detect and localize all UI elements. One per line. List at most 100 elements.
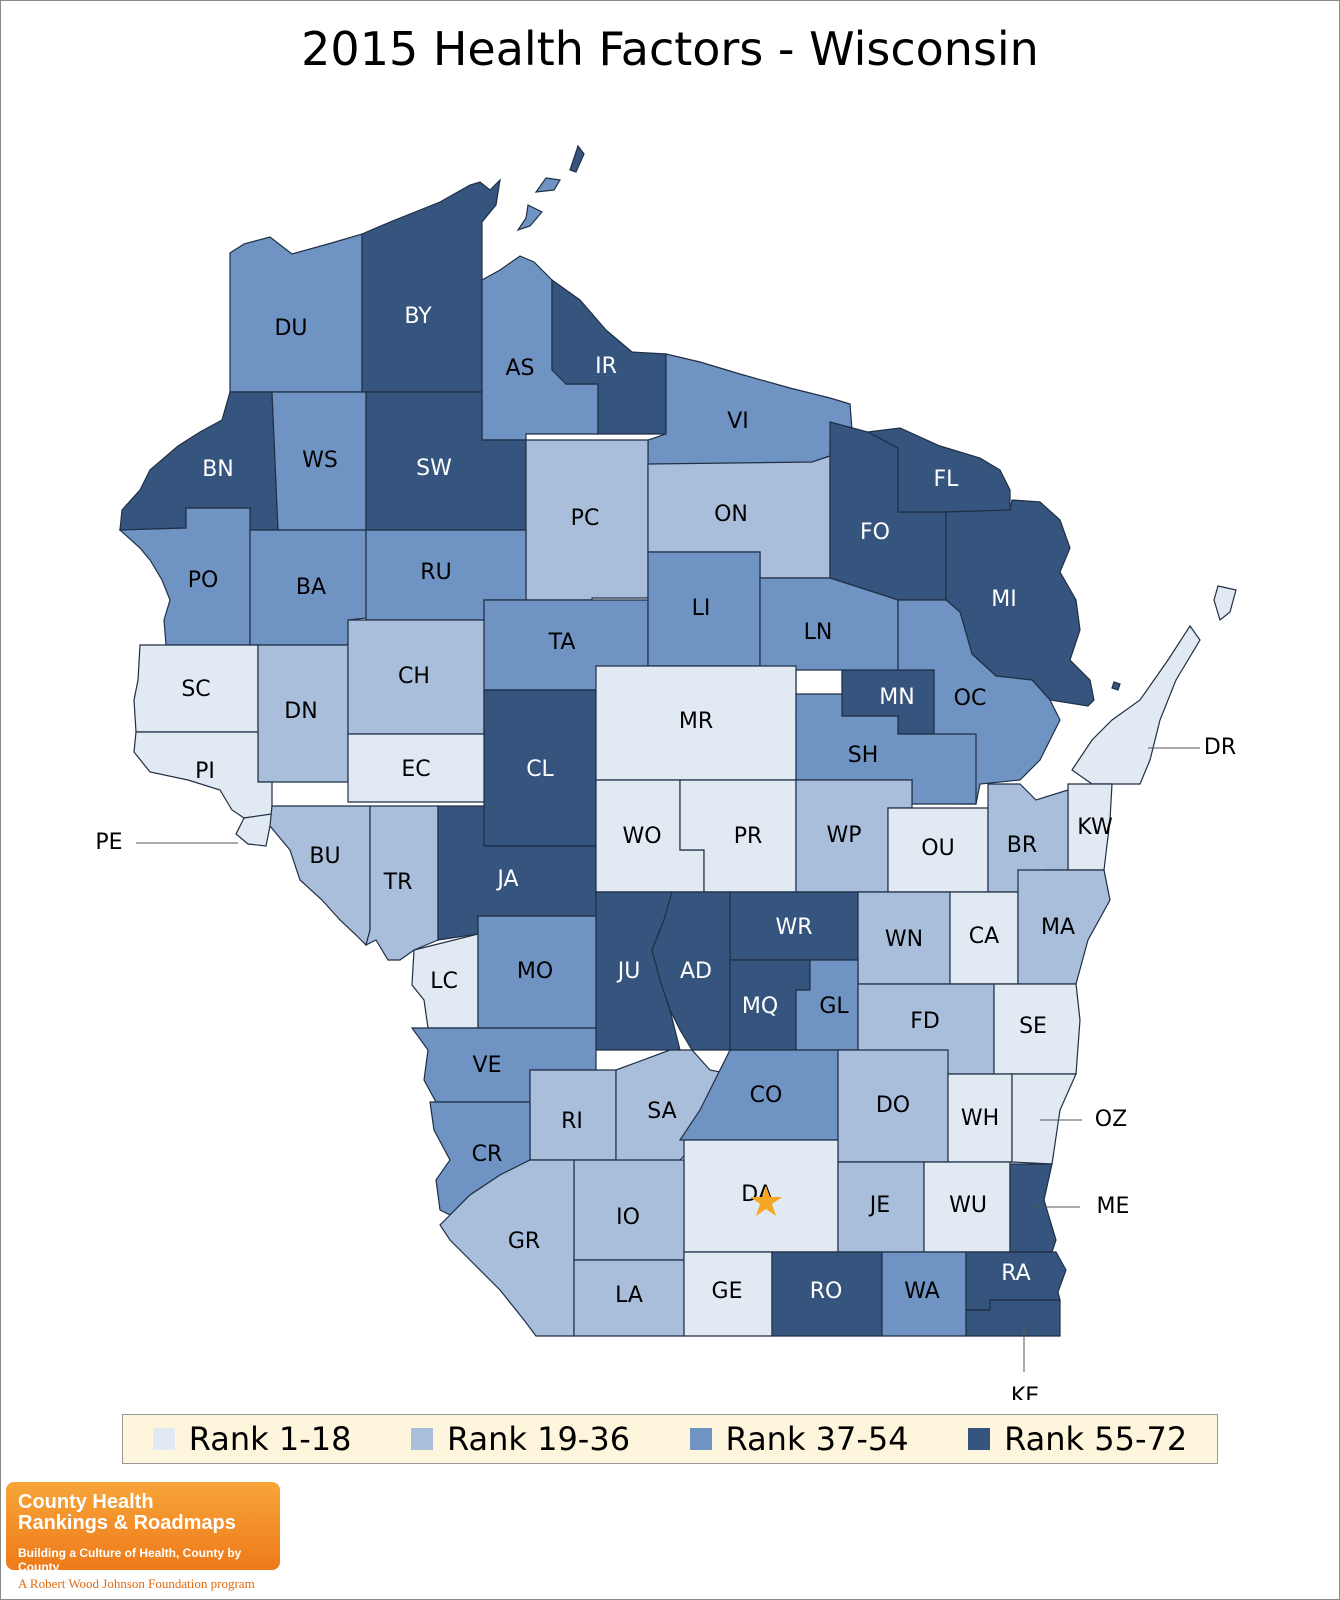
foundation-credit: A Robert Wood Johnson Foundation program — [18, 1576, 255, 1591]
county-label-pr: PR — [734, 824, 763, 849]
county-label-wa: WA — [904, 1279, 940, 1304]
county-label-ge: GE — [712, 1279, 743, 1304]
county-label-fo: FO — [860, 520, 890, 545]
legend-label: Rank 37-54 — [725, 1420, 909, 1458]
county-pi — [133, 731, 273, 819]
island-shape — [569, 144, 585, 173]
island-shape — [534, 177, 561, 193]
legend-swatch — [410, 1428, 433, 1450]
county-label-kw: KW — [1077, 815, 1113, 840]
county-label-ec: EC — [401, 757, 430, 782]
county-label-ju: JU — [616, 959, 641, 984]
county-label-on: ON — [714, 502, 748, 527]
legend-label: Rank 55-72 — [1004, 1420, 1188, 1458]
county-label-se: SE — [1019, 1014, 1047, 1039]
county-label-ra: RA — [1001, 1261, 1030, 1286]
county-label-do: DO — [876, 1093, 910, 1118]
county-label-mq: MQ — [742, 994, 778, 1019]
logo-text: County Health Rankings & Roadmaps — [18, 1491, 236, 1534]
county-bu — [269, 805, 371, 947]
county-label-ad: AD — [680, 959, 712, 984]
county-label-ws: WS — [302, 448, 338, 473]
county-label-ca: CA — [969, 924, 999, 949]
county-label-ch: CH — [398, 664, 430, 689]
legend-item-rank-1-18: Rank 1-18 — [152, 1420, 352, 1458]
county-label-co: CO — [750, 1083, 783, 1108]
legend: Rank 1-18 Rank 19-36 Rank 37-54 Rank 55-… — [122, 1414, 1218, 1464]
county-label-wp: WP — [826, 823, 861, 848]
county-label-wn: WN — [885, 927, 923, 952]
county-by — [361, 178, 501, 393]
capital-star-icon — [750, 1186, 782, 1216]
county-label-dn: DN — [284, 699, 317, 724]
county-label-mo: MO — [517, 959, 553, 984]
county-label-ro: RO — [810, 1279, 843, 1304]
county-vi — [647, 353, 853, 471]
county-label-by: BY — [404, 304, 432, 329]
county-label-la: LA — [615, 1283, 643, 1308]
county-label-pe: PE — [95, 830, 122, 855]
county-label-ou: OU — [921, 836, 954, 861]
county-label-wr: WR — [775, 915, 812, 940]
county-label-mr: MR — [679, 709, 713, 734]
county-label-oc: OC — [954, 686, 987, 711]
county-label-ke: KE — [1011, 1384, 1039, 1400]
county-label-gl: GL — [819, 994, 849, 1019]
county-label-sh: SH — [848, 743, 879, 768]
county-label-dr: DR — [1204, 735, 1236, 760]
legend-item-rank-37-54: Rank 37-54 — [689, 1420, 909, 1458]
county-oz — [1011, 1073, 1077, 1165]
county-label-du: DU — [274, 316, 307, 341]
legend-label: Rank 19-36 — [446, 1420, 631, 1458]
county-po — [118, 507, 251, 646]
island-shape — [1111, 681, 1121, 691]
county-label-ma: MA — [1041, 915, 1075, 940]
county-label-vi: VI — [727, 409, 749, 434]
county-label-tr: TR — [383, 870, 413, 895]
island-shape — [1213, 585, 1237, 622]
county-label-pc: PC — [571, 506, 600, 531]
county-label-je: JE — [868, 1193, 890, 1218]
county-label-wh: WH — [961, 1106, 999, 1131]
county-label-lc: LC — [430, 969, 458, 994]
legend-swatch — [968, 1428, 991, 1450]
county-se — [993, 983, 1081, 1075]
county-label-pi: PI — [195, 759, 215, 784]
county-label-ri: RI — [561, 1109, 583, 1134]
county-label-wu: WU — [949, 1193, 987, 1218]
county-label-bn: BN — [202, 457, 234, 482]
island-shape — [516, 204, 543, 232]
legend-item-rank-19-36: Rank 19-36 — [410, 1420, 631, 1458]
county-label-as: AS — [505, 356, 534, 381]
county-label-cl: CL — [526, 757, 554, 782]
county-label-ir: IR — [595, 354, 617, 379]
county-label-fl: FL — [934, 467, 960, 492]
county-label-ba: BA — [296, 575, 326, 600]
county-label-li: LI — [692, 596, 711, 621]
county-label-ta: TA — [548, 630, 576, 655]
county-label-mi: MI — [991, 587, 1016, 612]
county-label-mn: MN — [879, 685, 914, 710]
county-label-oz: OZ — [1095, 1107, 1127, 1132]
county-label-ve: VE — [473, 1053, 502, 1078]
county-label-sw: SW — [416, 456, 452, 481]
wisconsin-map: DU BY AS IR VI BN WS SW PC ON FO FL MI PO BA RU TA LI LN OC… — [95, 144, 1237, 1400]
county-label-wo: WO — [622, 824, 661, 849]
legend-item-rank-55-72: Rank 55-72 — [968, 1420, 1187, 1458]
county-dr — [1071, 624, 1201, 785]
county-label-bu: BU — [309, 844, 340, 869]
county-label-cr: CR — [472, 1142, 503, 1167]
county-ec — [347, 733, 485, 803]
county-label-ja: JA — [495, 867, 518, 892]
county-gr — [439, 1159, 575, 1337]
legend-swatch — [689, 1428, 712, 1450]
county-label-ru: RU — [420, 560, 451, 585]
county-fl — [866, 427, 1011, 513]
logo-tagline: Building a Culture of Health, County by … — [18, 1546, 242, 1574]
county-label-sc: SC — [181, 677, 210, 702]
legend-swatch — [152, 1428, 175, 1450]
county-label-io: IO — [616, 1205, 640, 1230]
county-label-gr: GR — [508, 1229, 540, 1254]
legend-label: Rank 1-18 — [188, 1420, 352, 1458]
county-label-ln: LN — [804, 620, 833, 645]
